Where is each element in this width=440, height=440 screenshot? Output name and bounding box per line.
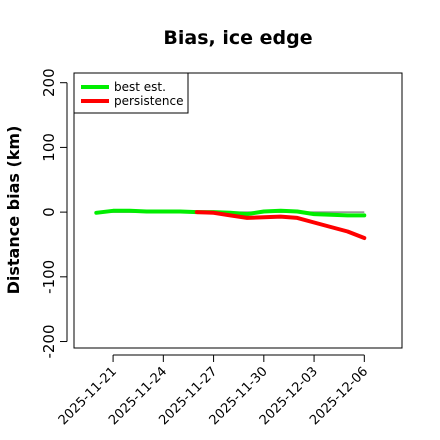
legend-label-persistence: persistence <box>114 94 183 108</box>
legend-label-best-est: best est. <box>114 80 166 94</box>
y-tick-label: 200 <box>40 68 58 97</box>
plot-frame <box>73 72 403 349</box>
y-axis: -200 -100 0 100 200 <box>40 68 68 359</box>
x-axis: 2025-11-212025-11-242025-11-272025-11-30… <box>56 354 371 428</box>
y-tick-label: 0 <box>40 207 58 217</box>
y-axis-label: Distance bias (km) <box>4 126 23 295</box>
series-line-0 <box>94 208 367 218</box>
y-tick-label: 100 <box>40 133 58 162</box>
plot-area <box>94 208 367 240</box>
series-line-1 <box>194 210 367 240</box>
chart-title: Bias, ice edge <box>163 27 312 49</box>
legend: best est. persistence <box>73 72 189 114</box>
y-tick-label: -200 <box>40 325 58 359</box>
legend-box <box>73 72 189 114</box>
y-tick-label: -100 <box>40 260 58 294</box>
